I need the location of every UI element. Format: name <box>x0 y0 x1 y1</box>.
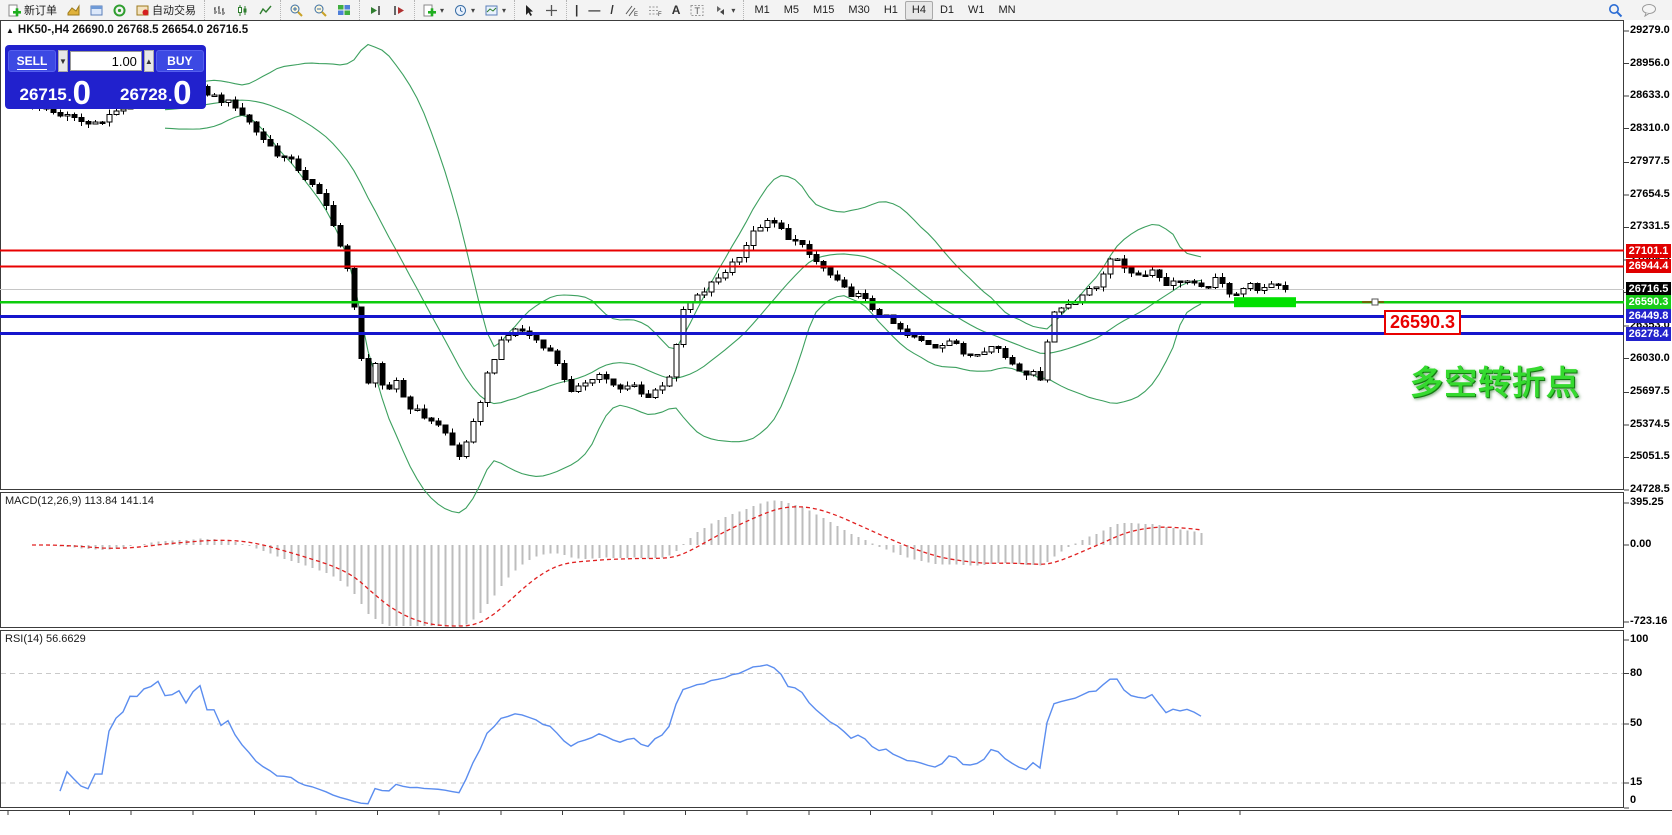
new-order-button[interactable]: 新订单 <box>3 0 62 20</box>
channel-icon[interactable]: E <box>619 0 643 20</box>
indicators-icon[interactable]: ▾ <box>418 0 449 20</box>
price-tick-label: 28956.0 <box>1630 56 1670 69</box>
timeframe-w1[interactable]: W1 <box>968 3 985 16</box>
toolbar: 新订单 自动交易 ▾ ▾ ▾ <box>0 0 1672 21</box>
text-icon[interactable]: A <box>671 3 681 17</box>
bar-chart-icon[interactable] <box>208 0 231 20</box>
periods-icon[interactable]: ▾ <box>449 0 480 20</box>
price-tick-label: 27331.5 <box>1630 220 1670 233</box>
rsi-tick-label: 15 <box>1630 775 1643 788</box>
macd-tick-label: 0.00 <box>1630 538 1652 550</box>
text-label-icon[interactable]: T <box>685 0 709 20</box>
price-badge: 26278.4 <box>1626 326 1671 341</box>
collapse-triangle-icon[interactable]: ▲ <box>6 25 14 35</box>
timeframe-m30[interactable]: M30 <box>848 3 870 16</box>
chart-title: ▲ HK50-,H4 26690.0 26768.5 26654.0 26716… <box>6 24 248 36</box>
macd-label: MACD(12,26,9) 113.84 141.14 <box>5 495 154 507</box>
timeframe-m1[interactable]: M1 <box>754 3 770 16</box>
timeframe-group: M1 M5 M15 M30 H1 H4 D1 W1 MN <box>743 0 1025 20</box>
svg-text:T: T <box>695 6 701 16</box>
chart-canvas[interactable]: ▲ HK50-,H4 26690.0 26768.5 26654.0 26716… <box>0 20 1672 835</box>
chart-title-text: HK50-,H4 26690.0 26768.5 26654.0 26716.5 <box>17 24 249 36</box>
rsi-tick-label: 80 <box>1630 666 1643 679</box>
new-order-label: 新订单 <box>24 5 57 17</box>
price-tick-label: 27654.5 <box>1630 187 1670 200</box>
timeframe-m5[interactable]: M5 <box>783 3 799 16</box>
chart-drawing <box>0 20 1672 815</box>
cursor-icon[interactable] <box>518 0 540 20</box>
tile-windows-icon[interactable] <box>332 0 356 20</box>
timeframe-h4[interactable]: H4 <box>904 0 933 20</box>
timeframe-m15[interactable]: M15 <box>813 3 835 16</box>
price-badge: 27101.1 <box>1626 243 1671 258</box>
profile-icon[interactable] <box>62 0 85 20</box>
timeframe-d1[interactable]: D1 <box>939 3 954 16</box>
autotrading-button[interactable]: 自动交易 <box>131 0 201 20</box>
autotrading-icon <box>136 5 149 15</box>
price-callout[interactable]: 26590.3 <box>1384 310 1462 335</box>
fibonacci-icon[interactable]: F <box>643 0 667 20</box>
chat-icon[interactable] <box>1636 0 1662 20</box>
buy-price[interactable]: 26728. 0 <box>119 73 192 111</box>
line-chart-icon[interactable] <box>254 0 277 20</box>
price-tick-label: 25374.5 <box>1630 417 1670 430</box>
vertical-line-icon[interactable]: | <box>575 3 579 17</box>
price-tick-label: 28633.0 <box>1630 89 1670 102</box>
price-tick-label: 26030.0 <box>1630 351 1670 364</box>
chart-shift-icon[interactable] <box>387 0 411 20</box>
horizontal-line-icon[interactable]: — <box>588 3 601 17</box>
timeframe-mn[interactable]: MN <box>998 3 1016 16</box>
zoom-in-icon[interactable] <box>284 0 308 20</box>
svg-text:F: F <box>658 12 662 17</box>
price-tick-label: 28310.0 <box>1630 121 1670 134</box>
rsi-tick-label: 100 <box>1630 633 1649 645</box>
price-badge: 26944.4 <box>1626 259 1671 274</box>
price-tick-label: 29279.0 <box>1630 24 1670 36</box>
rsi-tick-label: 0 <box>1630 794 1637 806</box>
templates-icon[interactable]: ▾ <box>480 0 511 20</box>
auto-scroll-icon[interactable] <box>363 0 387 20</box>
new-order-icon <box>8 4 21 16</box>
trendline-icon[interactable]: / <box>610 3 614 17</box>
search-icon[interactable] <box>1603 0 1628 20</box>
svg-text:E: E <box>634 12 638 17</box>
buy-button[interactable]: BUY <box>155 50 204 72</box>
price-badge: 26716.5 <box>1626 282 1671 297</box>
rsi-tick-label: 50 <box>1630 717 1643 729</box>
price-tick-label: 25697.5 <box>1630 385 1670 398</box>
candlestick-chart-icon[interactable] <box>231 0 254 20</box>
sell-button[interactable]: SELL <box>8 50 56 72</box>
price-badge: 26449.8 <box>1626 309 1671 324</box>
volume-input[interactable] <box>69 51 142 71</box>
price-tick-label: 27977.5 <box>1630 155 1670 168</box>
macd-tick-label: 395.25 <box>1630 496 1664 508</box>
zoom-out-icon[interactable] <box>308 0 332 20</box>
volume-decrease-button[interactable]: ▼ <box>58 50 68 72</box>
crosshair-icon[interactable] <box>540 0 563 20</box>
chart-annotation: 多空转折点 <box>1410 364 1580 401</box>
price-tick-label: 24728.5 <box>1630 483 1670 495</box>
navigator-icon[interactable] <box>108 0 131 20</box>
arrows-icon[interactable]: ▾ <box>709 0 740 20</box>
rsi-label: RSI(14) 56.6629 <box>5 633 86 645</box>
timeframe-h1[interactable]: H1 <box>883 3 898 16</box>
macd-tick-label: -723.16 <box>1630 614 1668 627</box>
autotrading-label: 自动交易 <box>152 5 196 17</box>
price-tick-label: 25051.5 <box>1630 450 1670 463</box>
price-badge: 26590.3 <box>1626 295 1671 310</box>
charts-icon[interactable] <box>85 0 108 20</box>
sell-price[interactable]: 26715. 0 <box>19 73 92 111</box>
one-click-trading-panel: SELL ▼ ▲ BUY 26715.0 26728.0 <box>5 45 206 109</box>
volume-increase-button[interactable]: ▲ <box>143 50 154 72</box>
